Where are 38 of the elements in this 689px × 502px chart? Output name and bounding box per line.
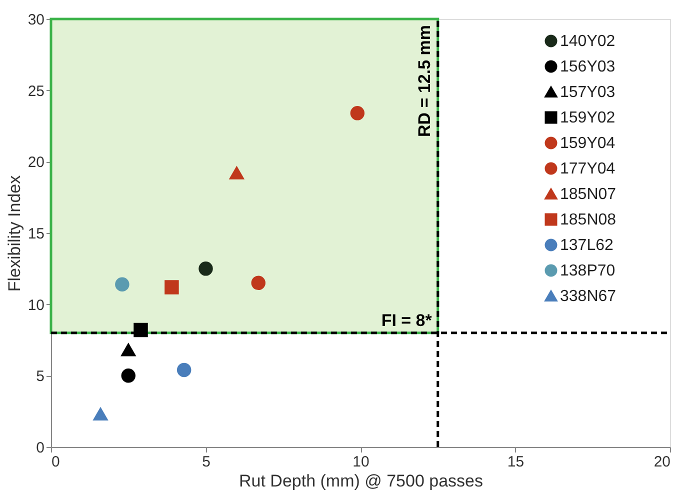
x-axis-title: Rut Depth (mm) @ 7500 passes <box>238 472 484 490</box>
ref-line-label: FI = 8* <box>381 310 432 330</box>
point <box>121 344 136 356</box>
legend-label: 157Y03 <box>560 84 616 101</box>
ref-line-label: RD = 12.5 mm <box>414 25 434 137</box>
legend-label: 137L62 <box>560 237 614 254</box>
point <box>230 166 244 180</box>
point <box>121 368 136 383</box>
x-tick-label: 10 <box>352 454 370 470</box>
y-tick-label: 30 <box>28 12 44 28</box>
y-tick-label: 15 <box>28 226 44 242</box>
point <box>176 362 192 378</box>
y-axis-title: Flexibility Index <box>4 174 24 292</box>
legend-label: 159Y04 <box>560 135 616 152</box>
legend-label: 156Y03 <box>560 58 616 76</box>
legend-label: 138P70 <box>560 262 616 280</box>
x-tick-label: 5 <box>202 454 210 470</box>
y-tick-label: 20 <box>28 154 44 172</box>
y-tick-label: 25 <box>28 82 44 100</box>
y-tick-label: 0 <box>36 440 44 456</box>
point <box>251 276 266 290</box>
legend-label: 177Y04 <box>560 160 616 178</box>
legend-label: 159Y02 <box>560 110 616 126</box>
point <box>115 277 130 292</box>
legend-label: 140Y02 <box>560 33 616 50</box>
x-tick-label: 0 <box>52 454 60 470</box>
legend-label: 185N07 <box>560 186 616 203</box>
legend-label: 185N08 <box>560 212 616 228</box>
point <box>93 408 108 420</box>
y-tick-label: 10 <box>28 296 44 314</box>
y-tick-label: 5 <box>36 368 44 386</box>
point <box>198 262 213 276</box>
point <box>164 280 179 294</box>
point <box>134 322 148 338</box>
point <box>350 106 365 120</box>
x-tick-label: 20 <box>654 454 670 470</box>
x-tick-label: 15 <box>507 454 524 470</box>
legend-label: 338N67 <box>560 288 616 305</box>
